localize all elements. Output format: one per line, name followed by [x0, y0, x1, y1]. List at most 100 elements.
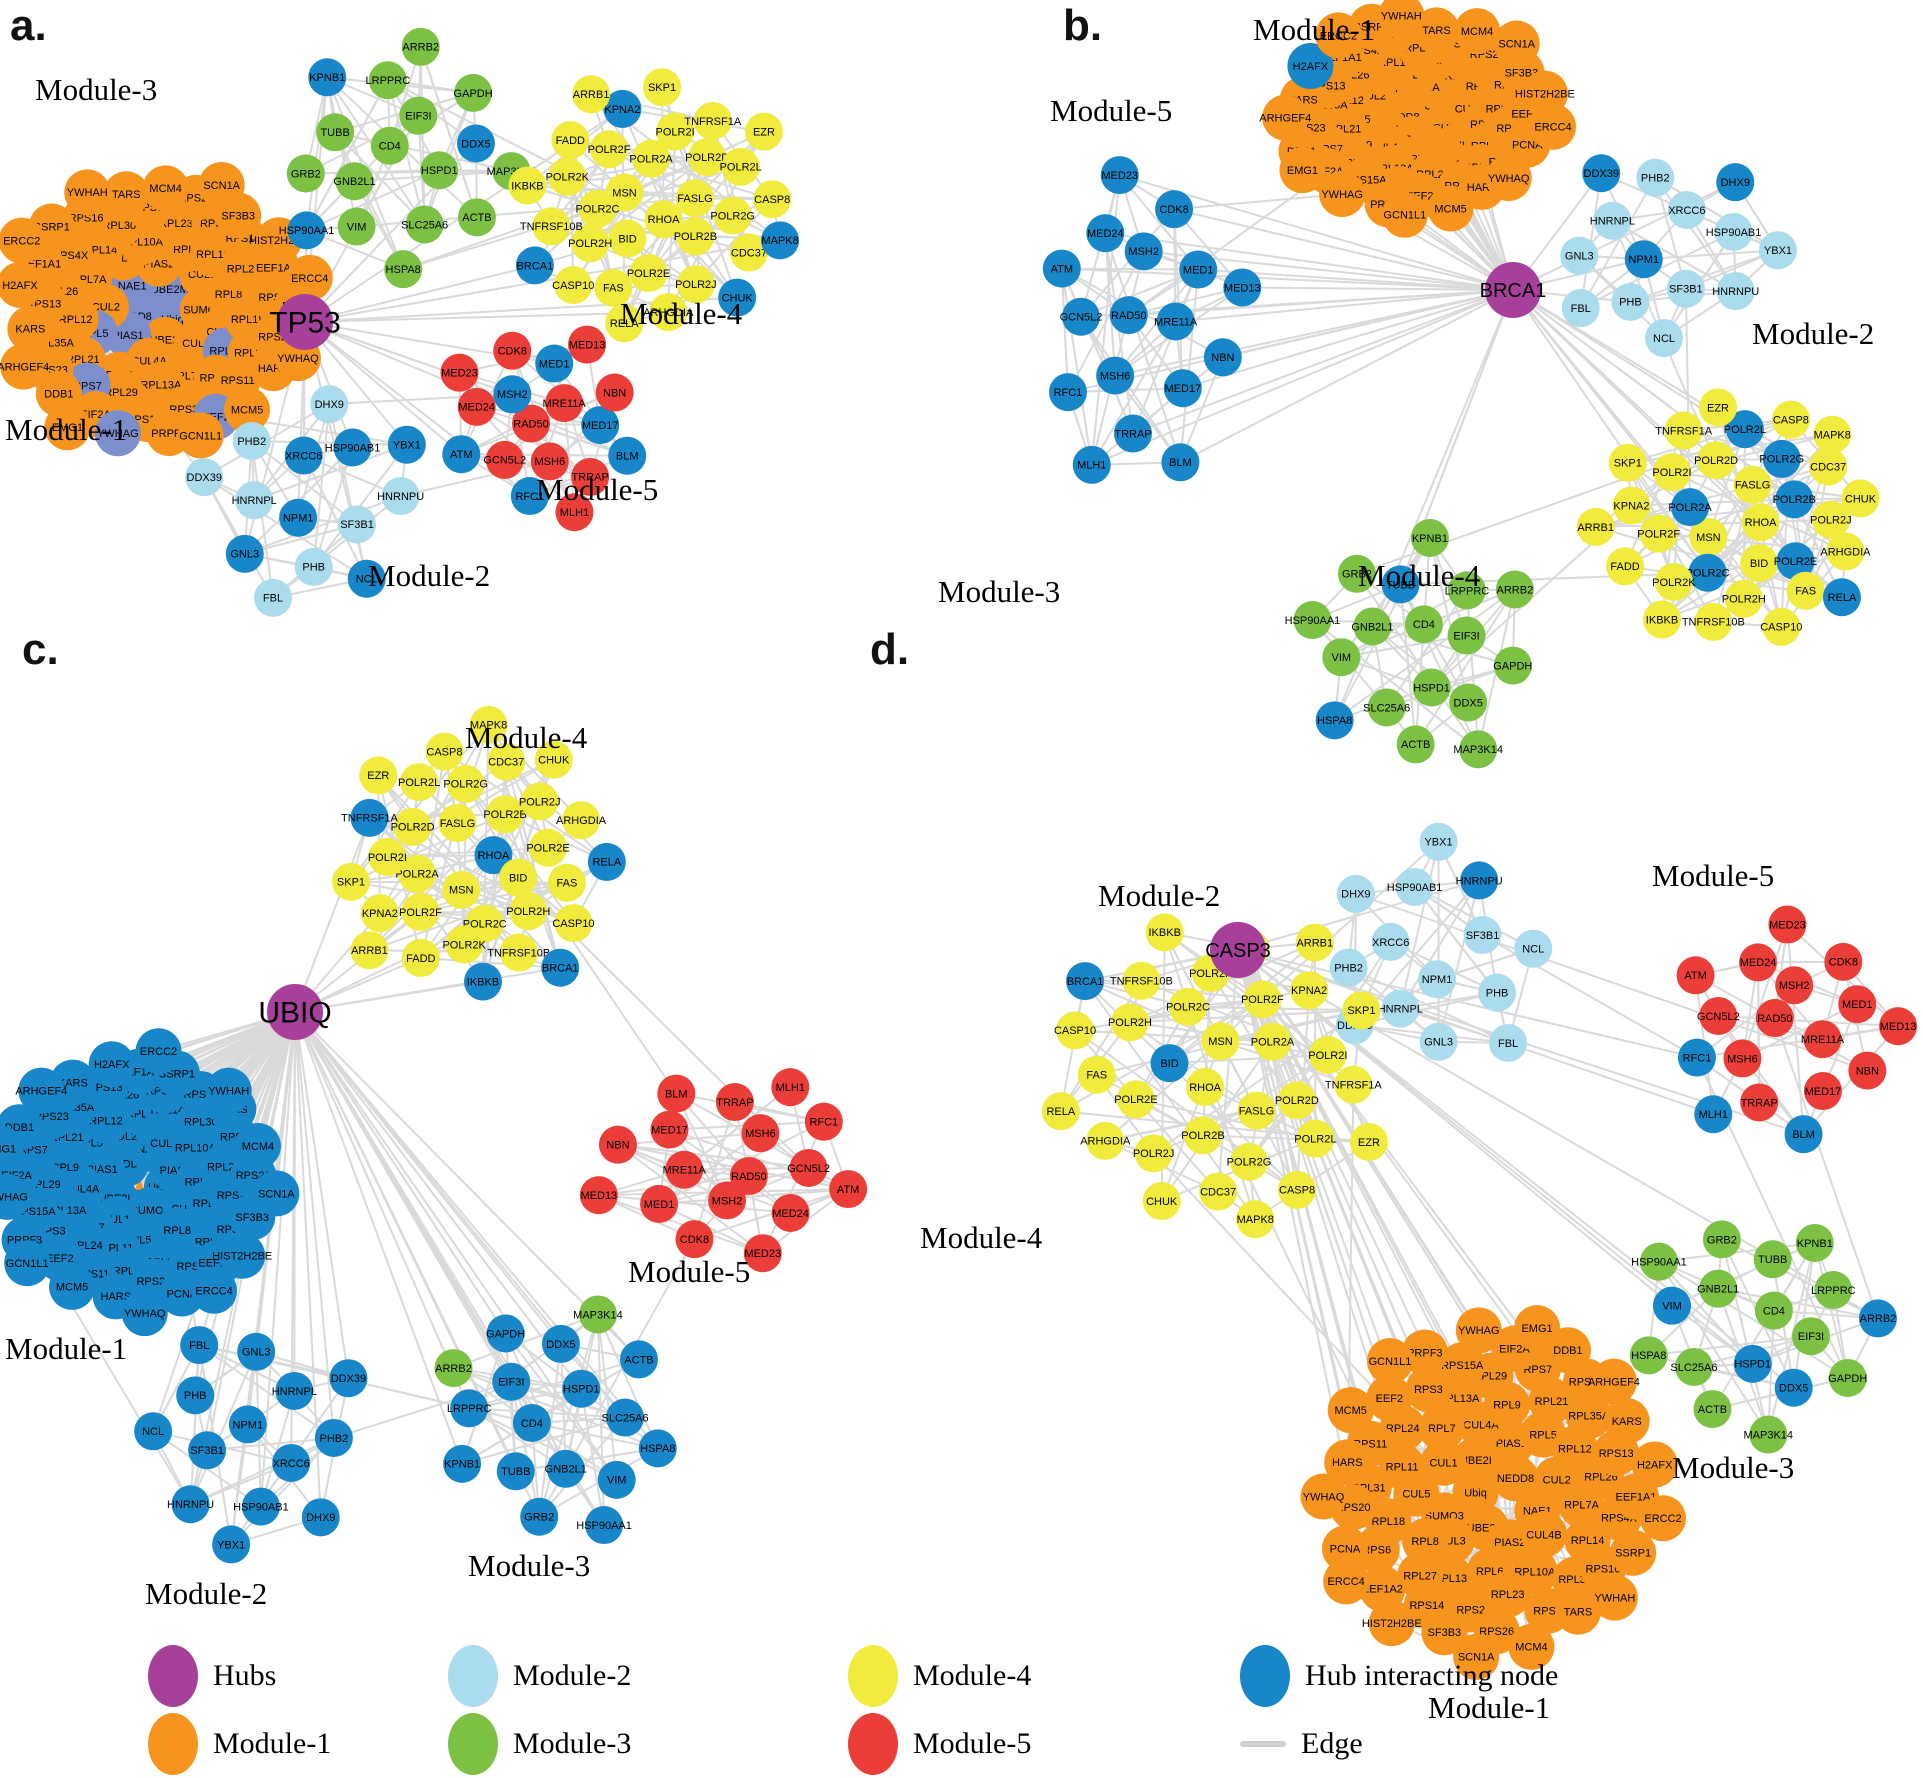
- node-label-BLM: BLM: [1792, 1129, 1815, 1141]
- node-label-CD4: CD4: [1413, 619, 1435, 631]
- node-label-MCM5: MCM5: [1335, 1405, 1367, 1417]
- node-label-EIF3I: EIF3I: [498, 1377, 524, 1389]
- legend-item-hub-interacting-node: Hub interacting node: [1240, 1642, 1800, 1710]
- panel-a-m1-label: Module-1: [5, 414, 127, 445]
- node-label-MED13: MED13: [581, 1190, 618, 1202]
- node-label-GAPDH: GAPDH: [454, 88, 493, 100]
- node-label-YWHAQ: YWHAQ: [1303, 1491, 1345, 1503]
- node-label-RHOA: RHOA: [478, 850, 510, 862]
- node-label-RAD50: RAD50: [1757, 1013, 1792, 1025]
- node-label-DHX9: DHX9: [1721, 177, 1750, 189]
- node-label-CUL4B: CUL4B: [1526, 1529, 1561, 1541]
- node-label-TNFRSF10B: TNFRSF10B: [487, 947, 550, 959]
- node-label-FBL: FBL: [1571, 303, 1591, 315]
- node-label-TARS: TARS: [112, 189, 141, 201]
- node-label-YWHAG: YWHAG: [1321, 189, 1363, 201]
- node-label-POLR2I: POLR2I: [368, 852, 407, 864]
- node-label-HNRNPU: HNRNPU: [1456, 875, 1503, 887]
- node-label-RPL7: RPL7: [1428, 1423, 1456, 1435]
- legend-item-module-1: Module-1: [148, 1710, 448, 1778]
- node-label-POLR2B: POLR2B: [674, 231, 717, 243]
- legend-item-module-3: Module-3: [448, 1710, 848, 1778]
- node-label-ARHGEF4: ARHGEF4: [15, 1085, 67, 1097]
- node-label-RPL8: RPL8: [163, 1225, 191, 1237]
- node-label-ATM: ATM: [450, 449, 472, 461]
- panel-c-m2-label: Module-2: [145, 1578, 267, 1609]
- node-label-SF3B1: SF3B1: [340, 519, 374, 531]
- node-label-HSPA8: HSPA8: [1317, 715, 1352, 727]
- node-label-TNFRSF10B: TNFRSF10B: [1682, 617, 1745, 629]
- node-label-EIF3I: EIF3I: [1798, 1331, 1824, 1343]
- node-label-ERCC4: ERCC4: [291, 273, 328, 285]
- node-label-NPM1: NPM1: [1422, 974, 1453, 986]
- node-label-POLR2F: POLR2F: [588, 144, 631, 156]
- node-label-YWHAH: YWHAH: [67, 187, 108, 199]
- node-label-POLR2C: POLR2C: [575, 204, 619, 216]
- node-label-H2AFX: H2AFX: [2, 280, 38, 292]
- node-label-CASP8: CASP8: [754, 194, 790, 206]
- node-label-NBN: NBN: [603, 387, 626, 399]
- node-label-NCL: NCL: [142, 1426, 164, 1438]
- node-label-DDB1: DDB1: [1553, 1345, 1582, 1357]
- node-label-MED23: MED23: [441, 368, 478, 380]
- node-label-POLR2E: POLR2E: [1774, 556, 1817, 568]
- node-label-SKP1: SKP1: [1614, 458, 1642, 470]
- node-label-DHX9: DHX9: [315, 399, 344, 411]
- node-label-HSP90AA1: HSP90AA1: [1631, 1256, 1687, 1268]
- node-label-MED13: MED13: [1880, 1021, 1917, 1033]
- node-label-POLR2A: POLR2A: [1251, 1036, 1295, 1048]
- node-label-MED13: MED13: [569, 339, 606, 351]
- node-label-FADD: FADD: [406, 953, 435, 965]
- node-label-MRE11A: MRE11A: [543, 398, 587, 410]
- node-label-SF3B1: SF3B1: [190, 1445, 224, 1457]
- node-label-GNL3: GNL3: [1424, 1037, 1453, 1049]
- node-label-HSP90AA1: HSP90AA1: [1285, 615, 1341, 627]
- node-label-POLR2A: POLR2A: [1668, 502, 1712, 514]
- node-label-EMG1: EMG1: [1521, 1323, 1552, 1335]
- node-label-XRCC6: XRCC6: [273, 1458, 310, 1470]
- node-label-CHUK: CHUK: [1146, 1196, 1178, 1208]
- node-label-YBX1: YBX1: [1764, 245, 1792, 257]
- node-label-YWHAQ: YWHAQ: [124, 1308, 166, 1320]
- node-label-Ubiq: Ubiq: [1464, 1487, 1487, 1499]
- node-label-HIST2H2BE: HIST2H2BE: [212, 1251, 272, 1263]
- panel-c-m3-label: Module-3: [468, 1550, 590, 1581]
- node-label-ERCC4: ERCC4: [1534, 122, 1571, 134]
- node-label-NPM1: NPM1: [1628, 254, 1659, 266]
- node-label-POLR2A: POLR2A: [395, 869, 439, 881]
- node-label-SKP1: SKP1: [337, 877, 365, 889]
- node-label-IKBKB: IKBKB: [1149, 927, 1181, 939]
- node-label-POLR2E: POLR2E: [627, 268, 670, 280]
- node-label-GAPDH: GAPDH: [1828, 1373, 1867, 1385]
- node-label-YWHAQ: YWHAQ: [277, 353, 319, 365]
- node-label-CASP10: CASP10: [552, 918, 594, 930]
- node-label-GCN5L2: GCN5L2: [1060, 312, 1103, 324]
- node-label-HSP90AA1: HSP90AA1: [576, 1520, 632, 1532]
- node-label-MED1: MED1: [539, 358, 570, 370]
- node-label-SSRP1: SSRP1: [1615, 1548, 1651, 1560]
- node-label-SF3B1: SF3B1: [1466, 930, 1500, 942]
- node-label-FASLG: FASLG: [677, 193, 712, 205]
- node-label-ERCC2: ERCC2: [1644, 1513, 1681, 1525]
- node-label-NPM1: NPM1: [283, 513, 314, 525]
- node-label-CUL1: CUL1: [1429, 1458, 1457, 1470]
- node-label-PHB: PHB: [1486, 987, 1509, 999]
- node-label-RPL12: RPL12: [1558, 1444, 1592, 1456]
- node-label-TRRAP: TRRAP: [716, 1097, 753, 1109]
- node-label-RPL9: RPL9: [1493, 1399, 1521, 1411]
- node-label-HSP90AB1: HSP90AB1: [1706, 227, 1762, 239]
- node-label-ERCC2: ERCC2: [140, 1046, 177, 1058]
- node-label-MAPK8: MAPK8: [1814, 430, 1851, 442]
- node-label-POLR2K: POLR2K: [1652, 577, 1696, 589]
- node-label-NBN: NBN: [1211, 352, 1234, 364]
- node-label-PHB2: PHB2: [237, 436, 266, 448]
- node-label-BRCA1: BRCA1: [517, 260, 554, 272]
- node-label-EZR: EZR: [367, 770, 389, 782]
- node-label-H2AFX: H2AFX: [1637, 1459, 1673, 1471]
- node-label-ARRB1: ARRB1: [573, 89, 610, 101]
- node-label-KPNB1: KPNB1: [1797, 1238, 1833, 1250]
- node-label-MSN: MSN: [1208, 1036, 1233, 1048]
- node-label-CASP10: CASP10: [1054, 1025, 1096, 1037]
- node-label-HSP90AA1: HSP90AA1: [279, 225, 335, 237]
- node-label-GNB2L1: GNB2L1: [1351, 621, 1393, 633]
